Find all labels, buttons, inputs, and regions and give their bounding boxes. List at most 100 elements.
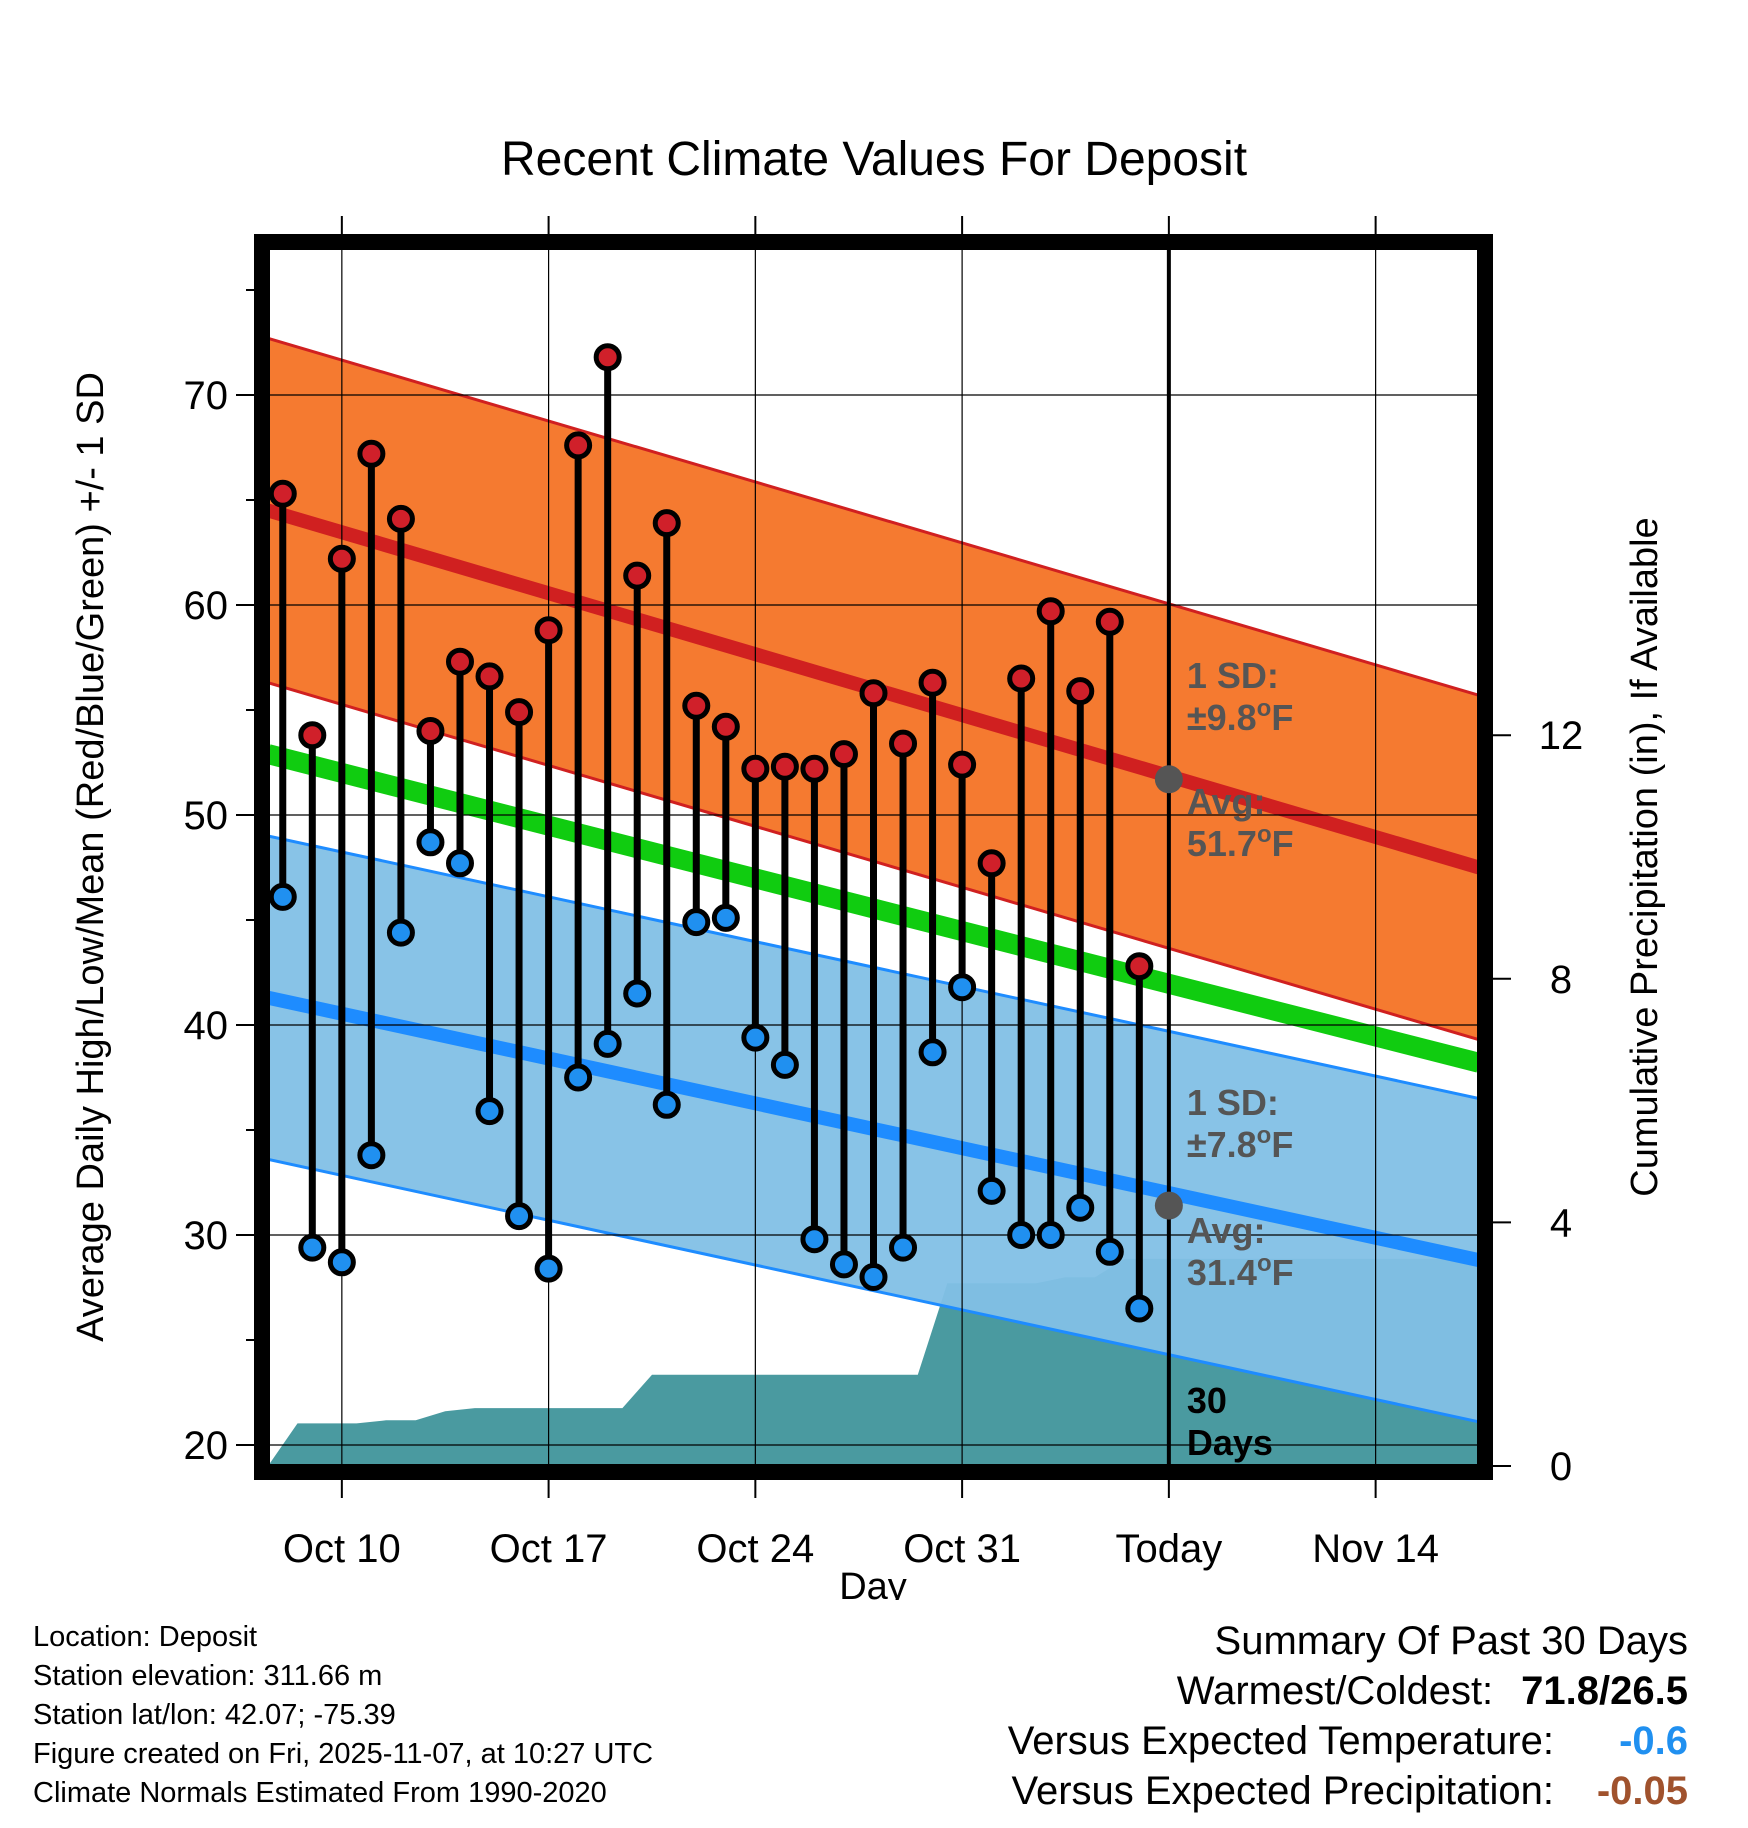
- daily-low-marker: [977, 1176, 1006, 1205]
- daily-low-marker: [829, 1250, 858, 1279]
- daily-low-marker: [386, 918, 415, 947]
- daily-high-marker: [327, 544, 356, 573]
- daily-high-marker: [948, 750, 977, 779]
- daily-high-marker: [682, 691, 711, 720]
- daily-low-marker: [416, 828, 445, 857]
- warm-cold-value: 71.8/26.5: [1521, 1669, 1688, 1713]
- daily-low-marker: [889, 1233, 918, 1262]
- daily-low-marker: [327, 1248, 356, 1277]
- daily-high-marker: [475, 662, 504, 691]
- y2-tick-label: 12: [1539, 714, 1584, 758]
- high-avg-point: [1154, 765, 1183, 794]
- daily-low-marker: [357, 1141, 386, 1170]
- daily-high-marker: [918, 668, 947, 697]
- daily-low-marker: [268, 882, 297, 911]
- days-label-line1: 30: [1187, 1380, 1227, 1421]
- daily-high-marker: [1125, 952, 1154, 981]
- high-sd-upper-line: [268, 336, 1479, 697]
- daily-low-marker: [445, 849, 474, 878]
- daily-high-marker: [416, 717, 445, 745]
- x-axis-label: Day: [839, 1566, 907, 1600]
- x-tick-label: Oct 17: [490, 1527, 608, 1571]
- low-avg-label-line2: 31.4oF: [1187, 1250, 1294, 1293]
- daily-high-marker: [977, 849, 1006, 878]
- summary-title: Summary Of Past 30 Days: [1214, 1619, 1688, 1663]
- chart-title: Recent Climate Values For Deposit: [501, 133, 1247, 186]
- daily-high-marker: [445, 647, 474, 676]
- daily-low-marker: [534, 1254, 563, 1283]
- y-axis-label: Average Daily High/Low/Mean (Red/Blue/Gr…: [70, 372, 112, 1342]
- temp-diff-label: Versus Expected Temperature:: [1007, 1719, 1554, 1763]
- climate-chart: Recent Climate Values For Deposit 203040…: [70, 133, 1666, 1600]
- daily-high-marker: [800, 754, 829, 783]
- daily-high-marker: [829, 740, 858, 769]
- y2-tick-label: 8: [1550, 958, 1572, 1002]
- daily-low-marker: [770, 1050, 799, 1079]
- high-avg-label-line2: 51.7oF: [1187, 821, 1294, 864]
- daily-high-marker: [1095, 607, 1124, 636]
- daily-low-marker: [505, 1202, 534, 1231]
- daily-low-marker: [1007, 1221, 1036, 1249]
- y-tick-label: 60: [184, 584, 229, 628]
- daily-high-marker: [1007, 664, 1036, 693]
- data-marks: [268, 343, 1154, 1323]
- daily-high-marker: [357, 439, 386, 468]
- axes: 20 30 40 50 60 70 0 4 8 12 Oct 10 Oct 17 Oct 24 Oct 3…: [184, 216, 1584, 1571]
- normals-text: Climate Normals Estimated From 1990-2020: [33, 1777, 607, 1809]
- temp-diff-value: -0.6: [1619, 1719, 1688, 1763]
- x-tick-label: Today: [1115, 1527, 1222, 1571]
- daily-high-marker: [770, 752, 799, 781]
- daily-low-marker: [623, 979, 652, 1008]
- daily-high-marker: [564, 431, 593, 460]
- latlon-text: Station lat/lon: 42.07; -75.39: [33, 1699, 396, 1731]
- daily-low-marker: [564, 1063, 593, 1092]
- precip-diff-label: Versus Expected Precipitation:: [1011, 1769, 1554, 1813]
- high-sd-label-line2: ±9.8oF: [1187, 695, 1293, 738]
- y2-axis-label: Cumulative Precipitation (in), If Availa…: [1624, 517, 1666, 1196]
- daily-high-marker: [386, 504, 415, 533]
- daily-low-marker: [859, 1263, 888, 1291]
- created-text: Figure created on Fri, 2025-11-07, at 10…: [33, 1738, 654, 1770]
- low-avg-label-line1: Avg:: [1187, 1210, 1266, 1251]
- y-tick-label: 50: [184, 794, 229, 838]
- y2-tick-label: 0: [1550, 1445, 1572, 1489]
- precip-diff-value: -0.05: [1596, 1769, 1688, 1813]
- daily-high-marker: [1066, 677, 1095, 706]
- low-sd-label-line2: ±7.8oF: [1187, 1122, 1293, 1165]
- daily-low-marker: [1036, 1221, 1065, 1249]
- station-info: Location: Deposit Station elevation: 311…: [33, 1618, 653, 1813]
- x-tick-label: Oct 10: [283, 1527, 401, 1571]
- daily-high-marker: [741, 754, 770, 783]
- daily-low-marker: [652, 1090, 681, 1119]
- location-text: Location: Deposit: [33, 1621, 258, 1653]
- precip-diff-row: Versus Expected Precipitation: -0.05: [1008, 1766, 1688, 1816]
- x-tick-label: Oct 24: [696, 1527, 814, 1571]
- daily-low-marker: [475, 1097, 504, 1126]
- y-tick-label: 70: [184, 374, 229, 418]
- daily-low-marker: [948, 973, 977, 1002]
- temp-diff-row: Versus Expected Temperature: -0.6: [1008, 1716, 1688, 1766]
- daily-high-marker: [859, 679, 888, 708]
- x-tick-label: Nov 14: [1312, 1527, 1439, 1571]
- daily-low-marker: [593, 1029, 622, 1058]
- high-sd-label-line1: 1 SD:: [1187, 655, 1279, 696]
- daily-low-marker: [800, 1225, 829, 1254]
- daily-high-marker: [1036, 597, 1065, 626]
- warm-cold-label: Warmest/Coldest:: [1176, 1669, 1494, 1713]
- low-sd-label-line1: 1 SD:: [1187, 1082, 1279, 1123]
- daily-high-marker: [889, 729, 918, 758]
- daily-high-marker: [505, 698, 534, 727]
- y-tick-label: 40: [184, 1004, 229, 1048]
- daily-high-marker: [623, 561, 652, 590]
- daily-high-marker: [652, 509, 681, 538]
- low-avg-point: [1154, 1191, 1183, 1220]
- daily-high-marker: [593, 343, 622, 372]
- daily-high-marker: [711, 712, 740, 741]
- plot-frame: [254, 234, 1493, 1480]
- y-tick-label: 30: [184, 1214, 229, 1258]
- x-tick-label: Oct 31: [903, 1527, 1021, 1571]
- warm-cold-row: Warmest/Coldest: 71.8/26.5: [1008, 1666, 1688, 1716]
- daily-low-marker: [711, 903, 740, 932]
- daily-low-marker: [1125, 1294, 1154, 1323]
